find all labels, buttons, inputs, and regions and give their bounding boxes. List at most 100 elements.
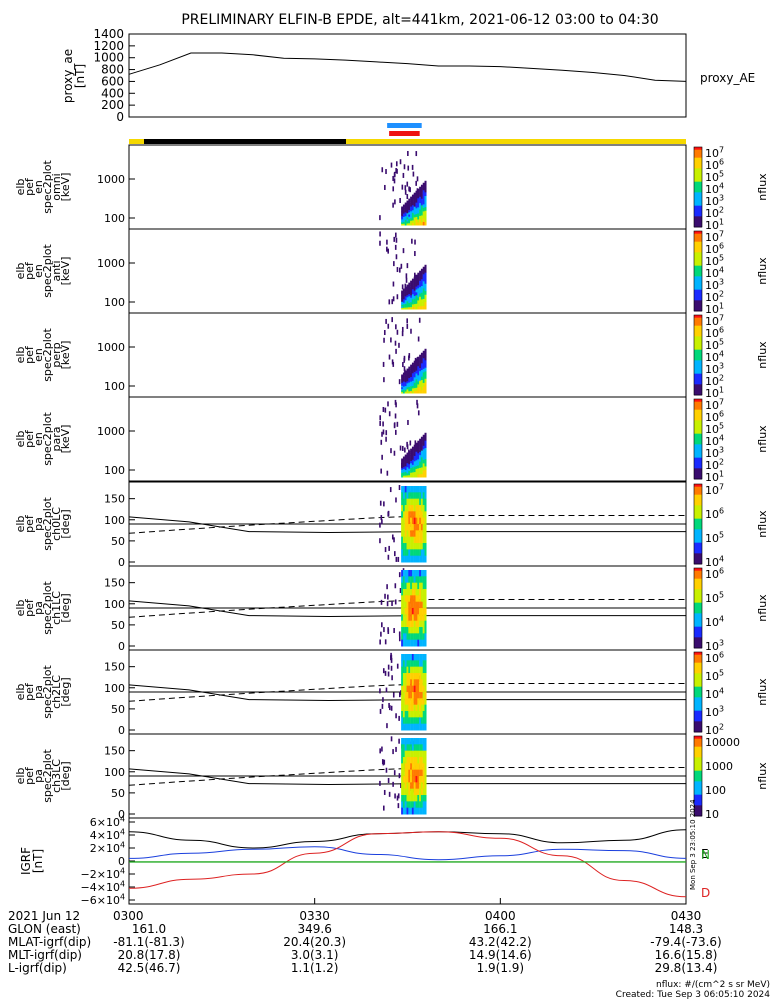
colorbar-segment xyxy=(694,586,702,590)
spectrogram-pixel xyxy=(411,549,414,557)
spectrogram-pixel xyxy=(401,723,404,731)
spectrogram-pixel xyxy=(415,654,418,661)
colorbar-segment xyxy=(694,694,702,698)
spectrogram-pixel xyxy=(422,298,425,303)
spectrogram-pixel xyxy=(422,203,425,208)
spectrogram-pixel xyxy=(419,202,422,207)
spectrogram-pixel xyxy=(420,372,423,377)
spectrogram-pixel xyxy=(410,203,413,207)
energy-panel-ylabel-line: spec2plot xyxy=(41,244,54,298)
spectrogram-pixel xyxy=(390,736,393,742)
spectrogram-pixel xyxy=(410,608,413,615)
spectrogram-pixel xyxy=(402,302,405,305)
spectrogram-pixel xyxy=(422,660,425,668)
spectrogram-pixel xyxy=(388,545,390,551)
spectrogram-pixel xyxy=(417,377,420,382)
spectrogram-pixel xyxy=(401,290,404,293)
spectrogram-pixel xyxy=(408,608,411,615)
colorbar-segment xyxy=(694,589,702,593)
spectrogram-pixel xyxy=(386,470,389,476)
spectrogram-pixel xyxy=(417,492,420,500)
spectrogram-pixel xyxy=(408,744,411,752)
spectrogram-pixel xyxy=(420,470,423,475)
anti-loss-cone-dashed xyxy=(128,515,686,534)
ae-ytick-label: 800 xyxy=(101,63,124,77)
spectrogram-pixel xyxy=(419,633,422,641)
spectrogram-pixel xyxy=(406,620,409,628)
spectrogram-pixel xyxy=(415,364,418,368)
spectrogram-pixel xyxy=(420,302,423,307)
spectrogram-pixel xyxy=(401,763,404,771)
spectrogram-pixel xyxy=(404,757,407,764)
pitch-panel-ylabel-text: ch1LC xyxy=(50,591,63,625)
spectrogram-pixel xyxy=(410,620,413,628)
spectrogram-pixel xyxy=(424,639,427,647)
spectrogram-pixel xyxy=(404,627,407,634)
spectrogram-pixel xyxy=(420,698,423,706)
spectrogram-pixel xyxy=(411,570,414,577)
spectrogram-pixel xyxy=(422,788,425,796)
colorbar-segment xyxy=(694,444,702,448)
spectrogram-pixel xyxy=(401,549,404,557)
igrf-ytick-label: 2×104 xyxy=(90,841,125,855)
orbit-row-value: 1.1(1.2) xyxy=(291,961,339,975)
spectrogram-pixel xyxy=(406,692,409,699)
spectrogram-pixel xyxy=(401,788,404,796)
spectrogram-pixel xyxy=(401,472,404,475)
spectrogram-pixel xyxy=(415,367,418,371)
spectrogram-pixel xyxy=(419,380,422,384)
spectrogram-pixel xyxy=(401,807,404,815)
spectrogram-pixel xyxy=(424,279,427,284)
spectrogram-pixel xyxy=(411,769,414,777)
spectrogram-pixel xyxy=(422,182,425,187)
energy-panel-ylabel-text: elb xyxy=(14,263,27,280)
spectrogram-pixel xyxy=(406,454,409,458)
colorbar-segment xyxy=(694,368,702,372)
spectrogram-pixel xyxy=(386,239,388,245)
energy-panel-ylabel-line: spec2plot xyxy=(41,412,54,466)
spectrogram-pixel xyxy=(413,795,416,802)
colorbar-segment xyxy=(694,681,702,685)
spectrogram-pixel xyxy=(402,543,405,550)
spectrogram-pixel xyxy=(406,222,409,226)
colorbar-segment xyxy=(694,173,702,177)
spectrogram-pixel xyxy=(419,441,422,446)
spectrogram-pixel xyxy=(420,204,423,209)
spectrogram-pixel xyxy=(417,446,420,451)
spectrogram-pixel xyxy=(408,692,411,699)
energy-panel-ylabel-text: pef xyxy=(23,429,36,448)
spectrogram-pixel xyxy=(422,221,425,226)
spectrogram-pixel xyxy=(420,788,423,796)
spectrogram-pixel xyxy=(413,455,416,459)
spectrogram-pixel xyxy=(422,505,425,512)
spectrogram-pixel xyxy=(411,807,414,815)
energy-panel-ylabel-text: pef xyxy=(23,177,36,196)
spectrogram-pixel xyxy=(413,292,416,297)
spectrogram-pixel xyxy=(413,738,416,745)
colorbar-tick-label: 10000 xyxy=(705,736,740,749)
spectrogram-pixel xyxy=(402,654,405,661)
spectrogram-pixel xyxy=(411,204,414,208)
energy-panel-ylabel-text: pef xyxy=(23,261,36,280)
spectrogram-pixel xyxy=(406,679,409,687)
spectrogram-pixel xyxy=(422,448,425,453)
colorbar-segment xyxy=(694,352,702,356)
spectrogram-pixel xyxy=(417,368,420,373)
colorbar-segment xyxy=(694,465,702,469)
spectrogram-pixel xyxy=(404,692,407,699)
spectrogram-pixel xyxy=(404,307,407,310)
spectrogram-pixel xyxy=(408,627,411,634)
colorbar-segment xyxy=(694,570,702,574)
spectrogram-pixel xyxy=(411,219,414,223)
loss-cone-solid xyxy=(128,684,686,701)
spectrogram-pixel xyxy=(415,361,418,365)
spectrogram-pixel xyxy=(406,458,409,462)
time-axis-date: 2021 Jun 12 xyxy=(8,909,80,923)
spectrogram-pixel xyxy=(404,608,407,615)
spectrogram-pixel xyxy=(404,711,407,718)
spectrogram-pixel xyxy=(404,524,407,531)
spectrogram-pixel xyxy=(415,213,418,217)
spectrogram-pixel xyxy=(415,294,418,299)
spectrogram-pixel xyxy=(393,770,396,776)
spectrogram-pixel xyxy=(381,622,383,628)
